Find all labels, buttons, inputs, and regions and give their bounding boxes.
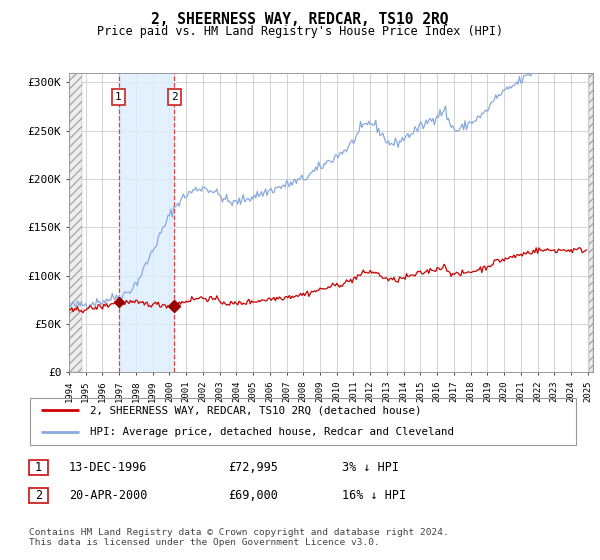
Text: Contains HM Land Registry data © Crown copyright and database right 2024.
This d: Contains HM Land Registry data © Crown c… — [29, 528, 449, 547]
Text: Price paid vs. HM Land Registry's House Price Index (HPI): Price paid vs. HM Land Registry's House … — [97, 25, 503, 38]
Text: 2, SHEERNESS WAY, REDCAR, TS10 2RQ: 2, SHEERNESS WAY, REDCAR, TS10 2RQ — [151, 12, 449, 27]
Text: 20-APR-2000: 20-APR-2000 — [69, 489, 148, 502]
Text: HPI: Average price, detached house, Redcar and Cleveland: HPI: Average price, detached house, Redc… — [90, 427, 454, 437]
Text: £69,000: £69,000 — [228, 489, 278, 502]
Text: £72,995: £72,995 — [228, 461, 278, 474]
Text: 1: 1 — [115, 92, 122, 102]
Text: 2, SHEERNESS WAY, REDCAR, TS10 2RQ (detached house): 2, SHEERNESS WAY, REDCAR, TS10 2RQ (deta… — [90, 405, 422, 416]
Text: 2: 2 — [171, 92, 178, 102]
Text: 3% ↓ HPI: 3% ↓ HPI — [342, 461, 399, 474]
Bar — [589, 73, 593, 372]
Text: 16% ↓ HPI: 16% ↓ HPI — [342, 489, 406, 502]
Text: 13-DEC-1996: 13-DEC-1996 — [69, 461, 148, 474]
Bar — [69, 73, 82, 372]
Text: 2: 2 — [35, 489, 42, 502]
Bar — [119, 73, 175, 372]
Text: 1: 1 — [35, 461, 42, 474]
